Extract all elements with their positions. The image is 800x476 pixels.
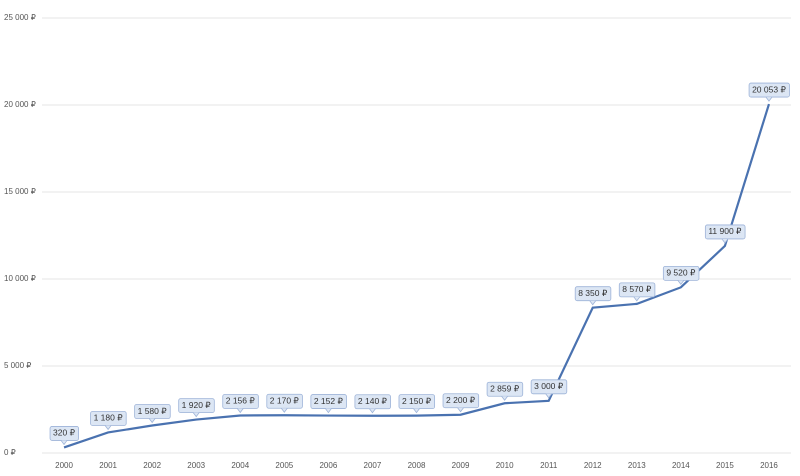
value-label: 8 570 ₽	[618, 282, 656, 302]
value-label-text: 3 000 ₽	[534, 381, 564, 391]
x-tick-label: 2016	[760, 461, 778, 470]
value-label-text: 2 200 ₽	[446, 395, 476, 405]
value-label: 2 859 ₽	[486, 381, 524, 401]
label-pointer	[633, 296, 641, 302]
x-tick-label: 2009	[452, 461, 470, 470]
x-tick-label: 2012	[584, 461, 602, 470]
x-tick-label: 2002	[143, 461, 161, 470]
label-pointer	[104, 425, 112, 431]
label-pointer	[369, 408, 376, 414]
value-label: 2 200 ₽	[442, 393, 480, 413]
value-label: 20 053 ₽	[748, 82, 790, 102]
label-pointer	[325, 408, 332, 414]
value-label: 3 000 ₽	[530, 379, 568, 399]
label-pointer	[192, 412, 200, 418]
value-label-text: 1 580 ₽	[138, 406, 168, 416]
value-label-text: 20 053 ₽	[752, 84, 786, 94]
value-label-text: 8 350 ₽	[578, 288, 608, 298]
value-label: 11 900 ₽	[704, 224, 746, 244]
label-pointer	[236, 408, 244, 414]
label-pointer	[148, 418, 156, 424]
label-pointer	[765, 96, 773, 102]
value-label-text: 2 152 ₽	[314, 396, 344, 406]
x-tick-label: 2010	[496, 461, 514, 470]
value-label: 2 156 ₽	[222, 394, 259, 414]
value-label: 2 152 ₽	[310, 394, 347, 414]
label-pointer	[457, 407, 464, 413]
label-pointer	[60, 440, 68, 446]
x-tick-label: 2008	[408, 461, 426, 470]
value-label: 8 350 ₽	[574, 286, 612, 306]
x-tick-label: 2000	[55, 461, 73, 470]
value-label-text: 8 570 ₽	[622, 284, 652, 294]
label-pointer	[413, 408, 420, 414]
value-label-text: 2 859 ₽	[490, 384, 520, 394]
label-pointer	[545, 393, 552, 399]
label-pointer	[281, 408, 288, 413]
x-tick-label: 2004	[231, 461, 249, 470]
x-tick-label: 2003	[187, 461, 205, 470]
label-pointer	[589, 300, 597, 306]
value-label-text: 11 900 ₽	[708, 226, 742, 236]
y-tick-label: 20 000 ₽	[4, 100, 36, 109]
value-label: 2 150 ₽	[398, 394, 436, 414]
x-tick-label: 2005	[275, 461, 293, 470]
value-label: 320 ₽	[49, 426, 79, 446]
x-tick-label: 2014	[672, 461, 690, 470]
value-label: 2 140 ₽	[354, 394, 391, 414]
y-tick-label: 0 ₽	[4, 448, 16, 457]
value-label-text: 1 920 ₽	[182, 400, 212, 410]
y-tick-label: 10 000 ₽	[4, 274, 36, 283]
x-tick-label: 2007	[364, 461, 382, 470]
label-pointer	[677, 280, 685, 286]
y-tick-label: 25 000 ₽	[4, 13, 36, 22]
label-pointer	[501, 396, 508, 401]
x-tick-label: 2015	[716, 461, 734, 470]
value-label-text: 2 170 ₽	[270, 395, 300, 405]
value-label-text: 1 180 ₽	[94, 413, 124, 423]
value-label: 1 920 ₽	[178, 398, 215, 418]
value-label-text: 320 ₽	[53, 428, 76, 438]
x-tick-label: 2006	[319, 461, 337, 470]
y-tick-label: 15 000 ₽	[4, 187, 36, 196]
value-label-text: 2 156 ₽	[226, 396, 256, 406]
value-label: 1 580 ₽	[134, 404, 171, 424]
label-pointer	[721, 238, 729, 244]
x-tick-label: 2013	[628, 461, 646, 470]
value-label: 1 180 ₽	[90, 411, 127, 431]
x-tick-label: 2011	[540, 461, 558, 470]
value-label-text: 2 150 ₽	[402, 396, 432, 406]
y-tick-label: 5 000 ₽	[4, 361, 31, 370]
data-line	[63, 103, 771, 449]
value-label: 2 170 ₽	[266, 393, 303, 413]
value-label-text: 2 140 ₽	[358, 396, 388, 406]
value-label: 9 520 ₽	[662, 265, 700, 286]
x-tick-label: 2001	[99, 461, 117, 470]
value-label-text: 9 520 ₽	[666, 268, 696, 278]
